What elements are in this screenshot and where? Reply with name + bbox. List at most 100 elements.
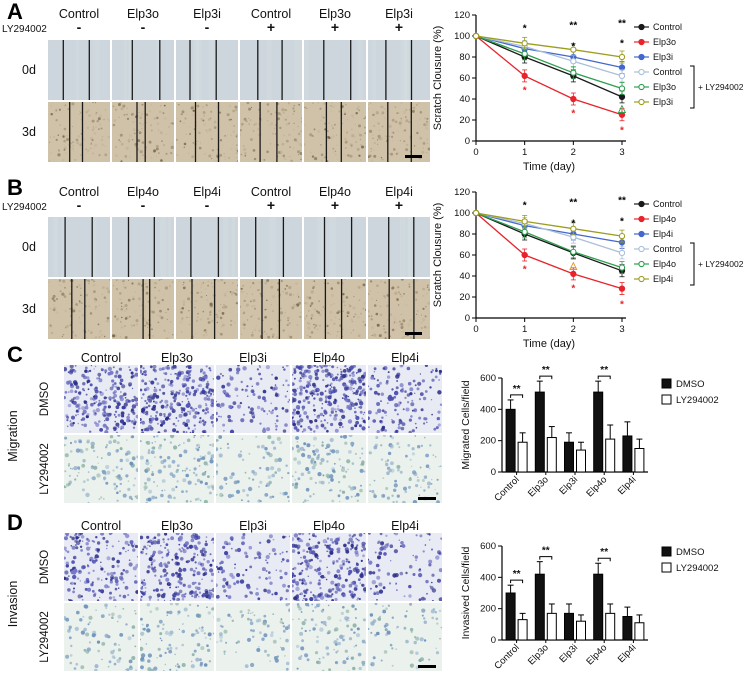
svg-text:0: 0 [491, 467, 496, 478]
scratch-image-3d-5 [368, 102, 430, 162]
transwell-image-ly294002-4 [368, 603, 442, 671]
svg-text:Elp3o: Elp3o [653, 82, 676, 92]
scratch-image-3d-2 [176, 279, 238, 339]
panel-c-col-header-4: Elp4i [391, 351, 419, 365]
panel-c-col-header-0: Control [80, 351, 122, 365]
panel-c-col-header-2: Elp3i [239, 351, 267, 365]
panel-a-column-headers: Control Elp3o Elp3i Control Elp3o Elp3i [48, 7, 430, 21]
panel-a-sign-4: + [330, 19, 340, 35]
svg-text:Control: Control [653, 67, 682, 77]
svg-text:*: * [571, 219, 575, 230]
panel-d-col-header-0: Control [80, 519, 122, 533]
scratch-image-0d-5 [368, 217, 430, 277]
panel-a-col-header-2: Elp3i [193, 7, 221, 21]
scratch-image-0d-5 [368, 40, 430, 100]
scratch-image-3d-5 [368, 279, 430, 339]
panel-a-ly294002-label: LY294002 [2, 24, 47, 35]
panel-d-scale-bar [418, 665, 436, 668]
svg-text:DMSO: DMSO [676, 379, 705, 390]
panel-b-col-header-4: Elp4o [319, 185, 351, 199]
svg-text:*: * [523, 86, 527, 97]
panel-b-sign-1: - [140, 197, 146, 213]
panel-b-sign-0: - [76, 197, 82, 213]
scratch-image-0d-4 [304, 217, 366, 277]
panel-a-row-label-0d: 0d [22, 63, 36, 77]
transwell-image-dmso-0 [64, 533, 138, 601]
scratch-image-0d-4 [304, 40, 366, 100]
scratch-image-0d-0 [48, 217, 110, 277]
svg-text:80: 80 [459, 229, 470, 240]
svg-text:△: △ [568, 261, 577, 272]
svg-text:Time (day): Time (day) [523, 161, 575, 173]
transwell-image-ly294002-2 [216, 603, 290, 671]
svg-text:+ LY294002: + LY294002 [698, 259, 744, 269]
panel-b-row-label-0d: 0d [22, 240, 36, 254]
svg-text:20: 20 [459, 292, 470, 303]
panel-c-row-label-dmso: DMSO [39, 381, 51, 417]
transwell-image-dmso-3 [292, 365, 366, 433]
svg-text:*: * [620, 38, 624, 49]
panel-c-row-label-ly294002: LY294002 [39, 443, 51, 495]
svg-text:Elp3o: Elp3o [526, 474, 551, 499]
svg-text:Control: Control [653, 244, 682, 254]
svg-text:Control: Control [492, 642, 521, 671]
svg-text:Control: Control [492, 474, 521, 503]
svg-text:△: △ [617, 103, 626, 114]
panel-b-sign-4: + [330, 197, 340, 213]
scratch-image-0d-1 [112, 40, 174, 100]
panel-b-scale-bar [405, 332, 422, 335]
scratch-image-3d-0 [48, 102, 110, 162]
svg-text:**: ** [542, 365, 550, 376]
svg-text:**: ** [513, 569, 521, 580]
svg-text:Time (day): Time (day) [523, 338, 575, 350]
scratch-image-0d-0 [48, 40, 110, 100]
transwell-image-dmso-2 [216, 365, 290, 433]
panel-a-sign-5: + [394, 19, 404, 35]
panel-a-col-header-3: Control [250, 7, 292, 21]
svg-text:Control: Control [653, 199, 682, 209]
svg-text:0: 0 [473, 324, 478, 335]
svg-text:Elp4o: Elp4o [653, 214, 676, 224]
transwell-image-ly294002-0 [64, 603, 138, 671]
svg-text:LY294002: LY294002 [676, 563, 719, 574]
svg-text:20: 20 [459, 115, 470, 126]
panel-b-col-header-3: Control [250, 185, 292, 199]
scratch-image-3d-0 [48, 279, 110, 339]
panel-b-sign-5: + [394, 197, 404, 213]
svg-text:Elp4i: Elp4i [653, 229, 673, 239]
svg-text:400: 400 [480, 404, 496, 415]
panel-c-image-grid [64, 365, 442, 503]
svg-text:**: ** [600, 547, 608, 558]
panel-c-column-headers: Control Elp3o Elp3i Elp4o Elp4i [64, 351, 442, 365]
svg-text:Elp3i: Elp3i [653, 97, 673, 107]
svg-text:Elp4i: Elp4i [616, 474, 639, 497]
transwell-image-ly294002-3 [292, 435, 366, 503]
svg-text:**: ** [513, 384, 521, 395]
svg-text:**: ** [569, 21, 577, 32]
panel-a-line-chart: 0 20 40 60 80 100 120 0 1 2 3 Time (day) Scratch Clo… [432, 10, 744, 173]
svg-text:Elp3i: Elp3i [653, 52, 673, 62]
svg-text:200: 200 [480, 436, 496, 447]
panel-a-col-header-1: Elp3o [127, 7, 159, 21]
scratch-image-0d-3 [240, 40, 302, 100]
svg-text:*: * [523, 24, 527, 35]
panel-b-col-header-0: Control [58, 185, 100, 199]
panel-b-sign-3: + [266, 197, 276, 213]
svg-text:40: 40 [459, 94, 470, 105]
svg-text:40: 40 [459, 271, 470, 282]
svg-text:*: * [620, 126, 624, 137]
svg-text:120: 120 [454, 187, 470, 198]
svg-text:**: ** [618, 18, 626, 29]
transwell-image-dmso-1 [140, 533, 214, 601]
transwell-image-dmso-1 [140, 365, 214, 433]
panel-a-col-header-5: Elp3i [385, 7, 413, 21]
panel-d-row-label-dmso: DMSO [39, 549, 51, 585]
transwell-image-dmso-2 [216, 533, 290, 601]
scratch-image-3d-1 [112, 279, 174, 339]
panel-c-group-label: Migration [6, 410, 20, 462]
scratch-image-3d-3 [240, 279, 302, 339]
svg-text:600: 600 [480, 373, 496, 384]
scratch-image-3d-4 [304, 102, 366, 162]
panel-a-col-header-0: Control [58, 7, 100, 21]
